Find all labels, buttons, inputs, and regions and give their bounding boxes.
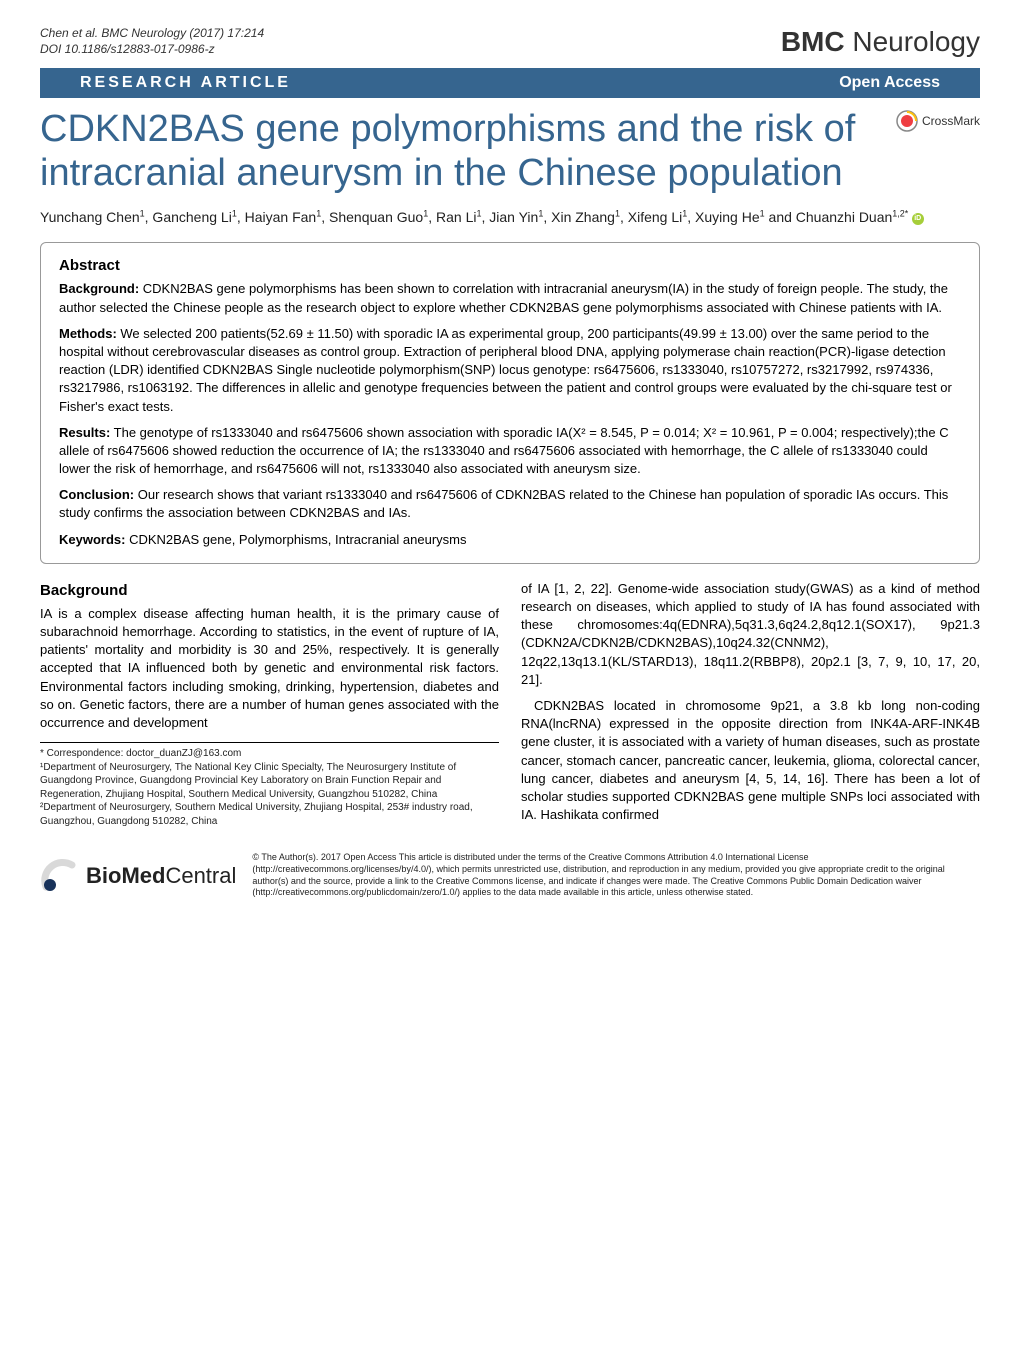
article-title: CDKN2BAS gene polymorphisms and the risk… <box>40 108 860 195</box>
title-area: CrossMark CDKN2BAS gene polymorphisms an… <box>0 98 1020 203</box>
conclusion-label: Conclusion: <box>59 487 134 502</box>
results-text: The genotype of rs1333040 and rs6475606 … <box>59 425 949 476</box>
abstract-methods: Methods: We selected 200 patients(52.69 … <box>59 325 961 416</box>
abstract-keywords: Keywords: CDKN2BAS gene, Polymorphisms, … <box>59 531 961 549</box>
journal-name-text: Neurology <box>852 26 980 57</box>
bmc-text-regular: Central <box>165 863 236 889</box>
crossmark-badge[interactable]: CrossMark <box>896 110 980 132</box>
keywords-label: Keywords: <box>59 532 125 547</box>
crossmark-icon <box>896 110 918 132</box>
background-text: CDKN2BAS gene polymorphisms has been sho… <box>59 281 948 314</box>
authors-text: Yunchang Chen1, Gancheng Li1, Haiyan Fan… <box>40 209 908 225</box>
conclusion-text: Our research shows that variant rs133304… <box>59 487 948 520</box>
bmc-text-bold: BioMed <box>86 863 165 889</box>
biomed-central-logo: BioMed Central <box>40 857 236 895</box>
abstract-background: Background: CDKN2BAS gene polymorphisms … <box>59 280 961 316</box>
background-label: Background: <box>59 281 139 296</box>
abstract-results: Results: The genotype of rs1333040 and r… <box>59 424 961 479</box>
abstract-heading: Abstract <box>59 257 961 274</box>
crossmark-label: CrossMark <box>922 114 980 128</box>
keywords-text: CDKN2BAS gene, Polymorphisms, Intracrani… <box>125 532 466 547</box>
citation-line: Chen et al. BMC Neurology (2017) 17:214 <box>40 26 264 42</box>
results-label: Results: <box>59 425 110 440</box>
footnotes: * Correspondence: doctor_duanZJ@163.com … <box>40 742 499 828</box>
left-paragraph: IA is a complex disease affecting human … <box>40 605 499 732</box>
page-header: Chen et al. BMC Neurology (2017) 17:214 … <box>0 0 1020 68</box>
license-text: © The Author(s). 2017 Open Access This a… <box>252 852 980 899</box>
author-list: Yunchang Chen1, Gancheng Li1, Haiyan Fan… <box>0 203 1020 242</box>
affiliation-2: ²Department of Neurosurgery, Southern Me… <box>40 801 499 828</box>
affiliation-1: ¹Department of Neurosurgery, The Nationa… <box>40 761 499 802</box>
footer-block: BioMed Central © The Author(s). 2017 Ope… <box>40 852 980 899</box>
abstract-box: Abstract Background: CDKN2BAS gene polym… <box>40 242 980 563</box>
orcid-icon[interactable] <box>912 213 924 225</box>
journal-logo: BMC Neurology <box>781 26 980 58</box>
right-column: of IA [1, 2, 22]. Genome-wide associatio… <box>521 580 980 832</box>
methods-label: Methods: <box>59 326 117 341</box>
methods-text: We selected 200 patients(52.69 ± 11.50) … <box>59 326 952 414</box>
article-type-label: RESEARCH ARTICLE <box>80 74 291 92</box>
right-paragraph-2: CDKN2BAS located in chromosome 9p21, a 3… <box>521 697 980 824</box>
left-column: Background IA is a complex disease affec… <box>40 580 499 832</box>
citation-block: Chen et al. BMC Neurology (2017) 17:214 … <box>40 26 264 57</box>
open-access-label: Open Access <box>839 74 940 92</box>
doi-line: DOI 10.1186/s12883-017-0986-z <box>40 42 264 58</box>
journal-prefix: BMC <box>781 26 845 57</box>
body-columns: Background IA is a complex disease affec… <box>0 580 1020 832</box>
correspondence: * Correspondence: doctor_duanZJ@163.com <box>40 747 499 761</box>
background-heading: Background <box>40 580 499 601</box>
article-type-bar: RESEARCH ARTICLE Open Access <box>40 68 980 98</box>
bmc-icon <box>40 857 78 895</box>
right-paragraph-1: of IA [1, 2, 22]. Genome-wide associatio… <box>521 580 980 689</box>
abstract-conclusion: Conclusion: Our research shows that vari… <box>59 486 961 522</box>
